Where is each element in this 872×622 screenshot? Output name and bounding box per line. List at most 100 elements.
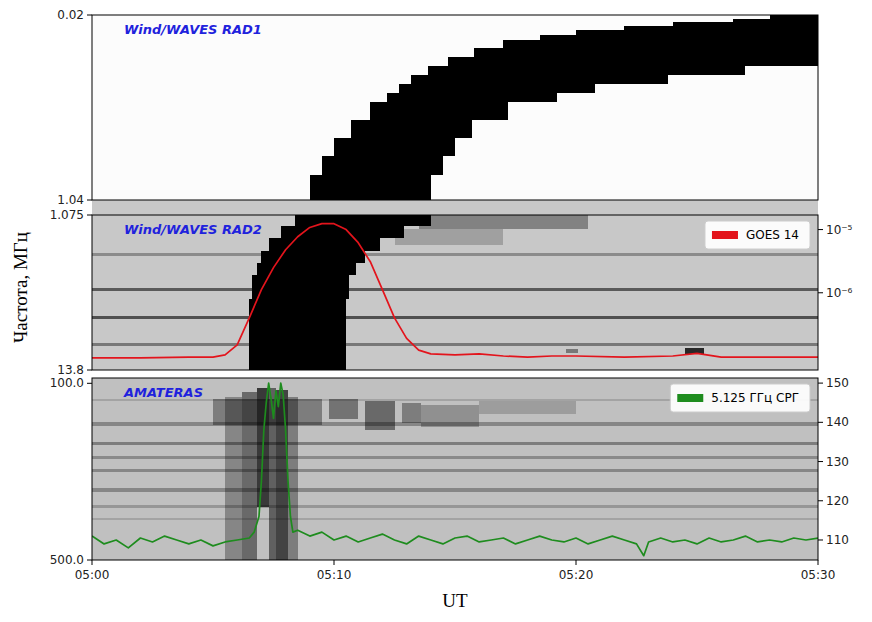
spectrogram-patch bbox=[92, 343, 818, 346]
x-tick bbox=[818, 560, 819, 565]
legend-box bbox=[670, 384, 810, 412]
spectrogram-patch bbox=[92, 288, 818, 291]
y2-tick bbox=[818, 461, 823, 462]
x-tick-label: 05:20 bbox=[559, 568, 594, 582]
x-tick-label: 05:30 bbox=[801, 568, 836, 582]
spectrogram-patch bbox=[370, 102, 508, 120]
y2-tick-label: 120 bbox=[826, 494, 849, 508]
spectrogram-patch bbox=[92, 316, 818, 319]
spectrogram-patch bbox=[310, 175, 431, 200]
y2-tick-label: 130 bbox=[826, 455, 849, 469]
spectrogram-patch bbox=[540, 35, 818, 40]
y-tick-label: 100.0 bbox=[50, 376, 84, 390]
plot-background bbox=[92, 15, 818, 200]
spectrogram-patch bbox=[365, 401, 394, 430]
figure: Wind/WAVES RAD1 0.02 1.04 Wind/WAVES RAD2 1.… bbox=[0, 0, 872, 622]
spectrogram-patch bbox=[92, 253, 818, 256]
y2-tick bbox=[818, 292, 823, 293]
y-tick bbox=[87, 370, 92, 371]
x-tick-label: 05:10 bbox=[317, 568, 352, 582]
y-tick-label: 500.0 bbox=[50, 553, 84, 567]
spectrogram-patch bbox=[252, 275, 349, 299]
plot-area bbox=[310, 15, 818, 200]
spectrogram-patch bbox=[474, 48, 818, 57]
series-line bbox=[92, 383, 818, 556]
spectrogram-patch bbox=[402, 403, 421, 423]
panel-gap bbox=[92, 200, 818, 215]
spectrogram-patch bbox=[503, 40, 818, 47]
y-tick bbox=[87, 15, 92, 16]
spectrogram-patch bbox=[92, 505, 818, 508]
y-axis-title: Частота, МГц bbox=[10, 232, 31, 343]
spectrogram-patch bbox=[399, 84, 595, 93]
y2-tick-label: 110 bbox=[826, 533, 849, 547]
spectrogram-patch bbox=[322, 156, 443, 174]
spectrogram-patch bbox=[566, 349, 578, 353]
y-tick bbox=[87, 200, 92, 201]
y-tick bbox=[87, 215, 92, 216]
spectrogram-patch bbox=[395, 229, 504, 245]
spectrogram-patch bbox=[770, 15, 818, 19]
y-tick bbox=[87, 383, 92, 384]
spectrogram-patch bbox=[92, 488, 818, 492]
spectrogram-patch bbox=[329, 399, 358, 419]
x-axis-title: UT bbox=[442, 590, 468, 611]
spectrogram-patch bbox=[92, 518, 818, 521]
y2-tick bbox=[818, 383, 823, 384]
y-tick bbox=[87, 560, 92, 561]
y-tick-label: 13.8 bbox=[57, 363, 84, 377]
y2-tick bbox=[818, 229, 823, 230]
plot-area bbox=[92, 383, 818, 560]
y2-tick-label: 10⁻⁶ bbox=[826, 286, 853, 300]
plot-background bbox=[92, 215, 818, 370]
spectrogram-patch bbox=[411, 75, 668, 84]
y2-tick-label: 150 bbox=[826, 376, 849, 390]
y2-tick bbox=[818, 422, 823, 423]
plot-frame bbox=[92, 378, 818, 560]
y2-tick-label: 140 bbox=[826, 415, 849, 429]
plot-frame bbox=[92, 215, 818, 370]
plot-background bbox=[92, 378, 818, 560]
legend-box bbox=[705, 221, 810, 249]
spectrogram-patch bbox=[92, 442, 818, 446]
y2-tick-label: 10⁻⁵ bbox=[826, 223, 853, 237]
legend: 5.125 ГГц СРГ bbox=[670, 384, 810, 412]
plot-frame bbox=[92, 15, 818, 200]
panel-title: Wind/WAVES RAD2 bbox=[124, 222, 262, 237]
spectrogram-patch bbox=[92, 456, 818, 459]
spectrogram-patch bbox=[257, 263, 356, 275]
x-tick bbox=[334, 560, 335, 565]
spectrogram-patch bbox=[295, 215, 431, 226]
y2-tick bbox=[818, 539, 823, 540]
plot-area bbox=[92, 215, 818, 370]
legend-swatch bbox=[712, 231, 738, 239]
spectrogram-patch bbox=[334, 138, 455, 156]
spectrogram-patch bbox=[673, 22, 818, 26]
y2-tick bbox=[818, 500, 823, 501]
legend-swatch bbox=[677, 394, 703, 402]
y-tick-label: 1.075 bbox=[50, 208, 84, 222]
x-tick-label: 05:00 bbox=[75, 568, 110, 582]
legend-label: GOES 14 bbox=[746, 228, 799, 242]
spectrogram-patch bbox=[576, 30, 818, 35]
panel-title: AMATERAS bbox=[123, 385, 203, 400]
spectrogram-patch bbox=[419, 215, 588, 229]
legend-label: 5.125 ГГц СРГ bbox=[711, 391, 799, 405]
spectrogram-patch bbox=[421, 405, 479, 427]
spectrogram-patch bbox=[733, 19, 818, 23]
y-tick-label: 1.04 bbox=[57, 193, 84, 207]
spectrogram-patch bbox=[428, 66, 745, 75]
x-tick bbox=[92, 560, 93, 565]
spectrogram-patch bbox=[387, 93, 556, 102]
spectrogram-patch bbox=[351, 120, 472, 138]
spectrogram-patch bbox=[448, 57, 818, 66]
spectrogram-patch bbox=[624, 26, 818, 30]
legend: GOES 14 bbox=[705, 221, 810, 249]
y-tick-label: 0.02 bbox=[57, 8, 84, 22]
spectrogram-patch bbox=[92, 469, 818, 472]
panel-title: Wind/WAVES RAD1 bbox=[124, 22, 262, 37]
spectrogram-patch bbox=[213, 399, 322, 426]
spectrogram-patch bbox=[479, 401, 576, 414]
spectrogram-patch bbox=[249, 299, 346, 370]
x-tick bbox=[576, 560, 577, 565]
